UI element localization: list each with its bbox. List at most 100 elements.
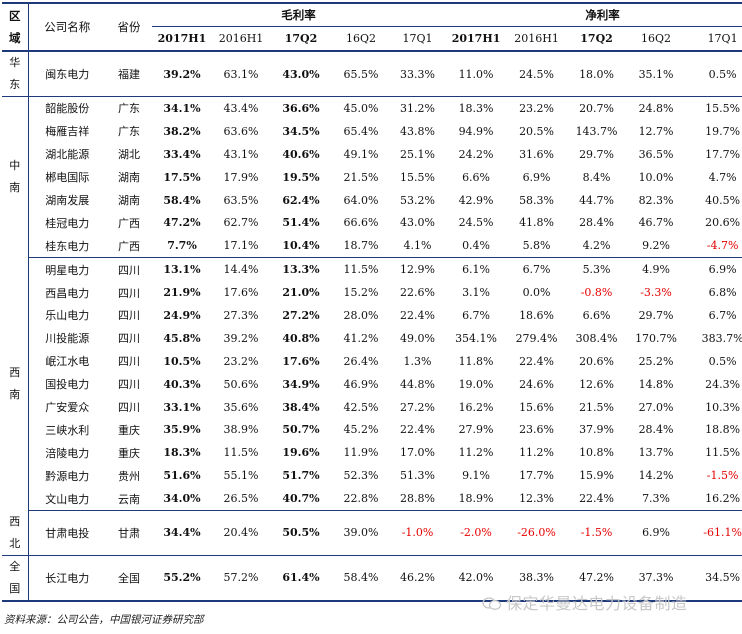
net-margin-cell: 24.2% [458,147,494,161]
net-margin-cell: -61.1% [685,510,742,556]
gross-margin-cell: 61.4% [270,555,332,602]
gross-period-header: 16Q2 [345,32,376,45]
table-row: 华东 闽东电力 福建 39.2% 63.1% 43.0% 65.5% 33.3% 11.0% 24… [2,51,742,97]
gross-margin-cell: 63.6% [223,124,259,138]
gross-margin-cell: 38.4% [282,400,320,414]
net-margin-cell: 24.5% [458,216,494,230]
gross-margin-cell: 26.5% [212,487,270,512]
net-margin-cell: 24.8% [638,101,674,115]
net-period-header: 16Q2 [641,32,672,45]
source-note: 资料来源：公司公告，中国银河证券研究部 [4,614,204,626]
net-margin-cell: 31.6% [519,147,555,161]
gross-margin-cell: 22.6% [400,286,435,300]
gross-margin-cell: 50.5% [270,510,332,556]
gross-margin-cell: 36.6% [282,101,320,115]
net-margin-cell: 6.9% [522,170,551,184]
net-margin-cell: 4.2% [566,234,628,259]
net-margin-cell: -4.7% [685,234,742,259]
gross-margin-cell: 51.7% [282,469,320,483]
gross-margin-cell: 43.8% [400,124,435,138]
net-margin-cell: 279.4% [515,331,558,345]
gross-margin-cell: 39.2% [223,331,259,345]
gross-margin-cell: 15.2% [343,286,379,300]
net-margin-cell: 10.8% [579,446,615,460]
gross-margin-cell: 18.7% [332,234,390,259]
header-gross-margin: 毛利率 [152,3,446,27]
table-row: 广安爱众 四川 33.1% 35.6% 38.4% 42.5% 27.2% 16.2% 15.6… [2,396,742,419]
province: 广西 [118,216,140,230]
gross-margin-cell: 64.0% [343,193,379,207]
gross-margin-cell: -1.0% [390,510,446,556]
gross-margin-cell: 35.6% [223,400,259,414]
net-margin-cell: 17.7% [519,469,555,483]
net-margin-cell: 34.5% [685,555,742,602]
gross-margin-cell: 55.2% [152,555,212,602]
net-margin-cell: 4.7% [708,170,737,184]
gross-margin-cell: 38.9% [223,423,259,437]
province: 甘肃 [106,510,152,556]
net-margin-cell: -26.0% [507,510,567,556]
net-margin-cell: 42.9% [458,193,494,207]
header-province: 省份 [117,20,141,34]
table-row: 全国 长江电力 全国 55.2% 57.2% 61.4% 58.4% 46.2% 42.0% 38… [2,555,742,602]
gross-margin-cell: 27.3% [223,308,259,322]
gross-margin-cell: 23.2% [223,354,259,368]
net-margin-cell: 47.2% [566,555,628,602]
gross-margin-cell: 57.2% [212,555,270,602]
region-cell: 西南 [2,257,29,511]
gross-margin-cell: 34.4% [152,510,212,556]
gross-margin-cell: 65.4% [343,124,379,138]
table-row: 梅雁吉祥 广东 38.2% 63.6% 34.5% 65.4% 43.8% 94.9% 20.5… [2,120,742,143]
header-row-periods: 2017H1 2016H1 17Q2 16Q2 17Q1 2017H1 2016H1 17Q2… [2,27,742,51]
net-margin-cell: 354.1% [455,331,498,345]
region-cell: 西北 [2,510,29,556]
gross-period-header: 2017H1 [157,32,207,45]
gross-margin-cell: 63.1% [212,51,270,97]
net-margin-cell: 6.7% [462,308,491,322]
gross-period-header: 17Q1 [402,32,433,45]
net-margin-cell: 41.8% [519,216,555,230]
gross-margin-cell: 51.6% [163,469,201,483]
net-margin-cell: 18.3% [458,101,494,115]
net-margin-cell: 20.6% [705,216,741,230]
region-cell: 华东 [2,51,29,97]
province: 四川 [118,401,140,415]
net-margin-cell: 20.6% [579,354,615,368]
company-name: 三峡水利 [45,423,90,437]
net-margin-cell: 0.4% [445,234,508,259]
gross-margin-cell: 19.5% [282,170,320,184]
province: 重庆 [118,423,140,437]
table-row: 桂冠电力 广西 47.2% 62.7% 51.4% 66.6% 43.0% 24.5% 41.8… [2,211,742,234]
net-margin-cell: -0.8% [580,286,613,300]
net-margin-cell: 20.5% [519,124,555,138]
gross-margin-cell: 43.0% [400,216,435,230]
company-name: 川投能源 [45,332,90,346]
net-margin-cell: 29.7% [579,147,615,161]
net-margin-cell: 44.7% [579,193,615,207]
gross-margin-cell: 43.1% [223,147,259,161]
gross-margin-cell: 13.3% [282,263,320,277]
gross-margin-cell: 65.5% [332,51,390,97]
gross-margin-cell: 39.2% [152,51,212,97]
header-company: 公司名称 [44,20,91,34]
gross-margin-cell: 20.4% [212,510,270,556]
gross-margin-cell: 15.5% [400,170,435,184]
company-name: 涪陵电力 [45,446,90,460]
net-margin-cell: 10.0% [638,170,674,184]
net-margin-cell: 46.7% [638,216,674,230]
gross-margin-cell: 17.5% [163,170,201,184]
province: 广东 [118,102,140,116]
gross-margin-cell: 22.8% [332,487,390,512]
net-margin-cell: 35.1% [627,51,686,97]
table-row: 西北 甘肃电投 甘肃 34.4% 20.4% 50.5% 39.0% -1.0% -2.0% -2… [2,510,742,556]
gross-margin-cell: 66.6% [343,216,379,230]
net-margin-cell: 22.4% [566,487,628,512]
net-margin-cell: 21.5% [579,400,615,414]
company-name: 郴电国际 [45,171,90,185]
net-margin-cell: 143.7% [575,124,618,138]
net-margin-cell: 24.3% [705,377,741,391]
net-margin-cell: 28.4% [579,216,615,230]
province: 四川 [118,263,140,277]
net-margin-cell: 12.6% [579,377,615,391]
table-row: 涪陵电力 重庆 18.3% 11.5% 19.6% 11.9% 17.0% 11.2% 11.2… [2,441,742,464]
